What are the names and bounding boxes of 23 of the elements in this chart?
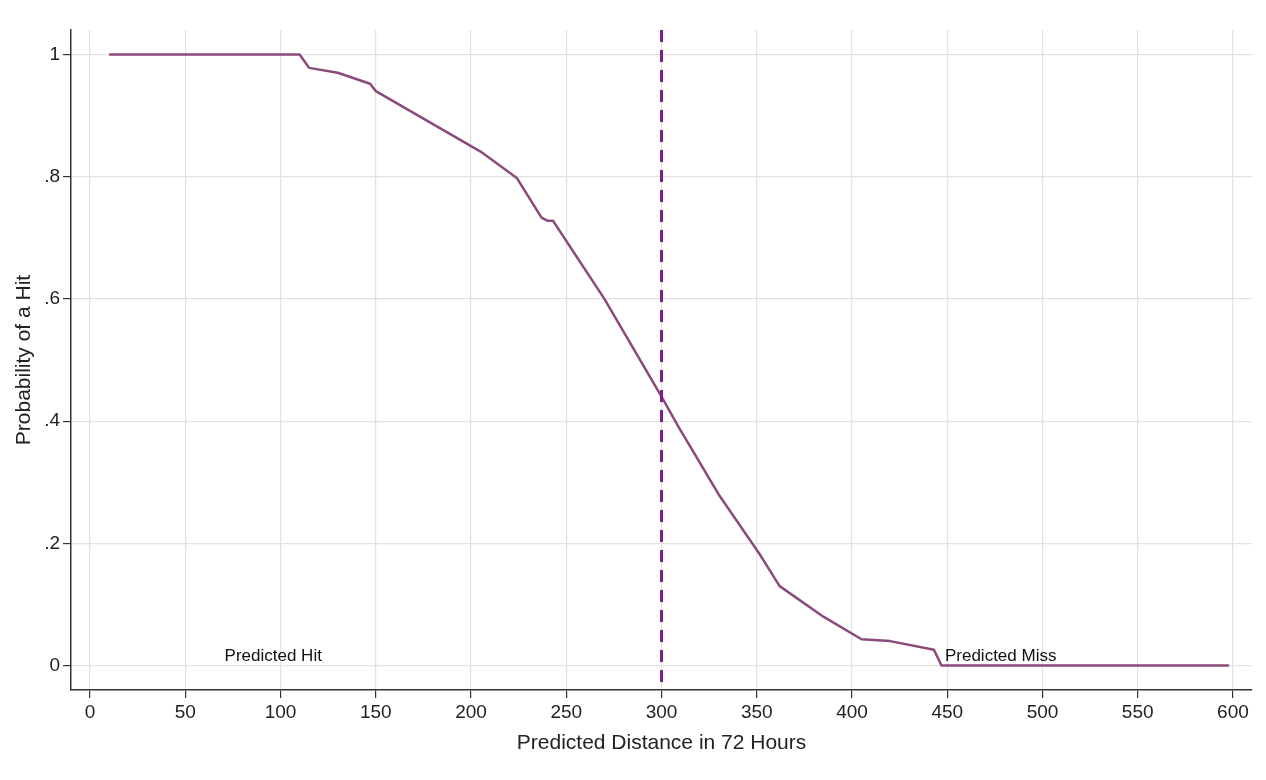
y-tick-label: 1 (49, 42, 61, 64)
annotation: Predicted Miss (944, 646, 1057, 666)
x-tick-label: 150 (359, 700, 392, 722)
x-tick-label: 550 (1121, 700, 1154, 722)
x-tick-label: 100 (264, 700, 297, 722)
x-tick-label: 250 (550, 700, 583, 722)
x-tick-label: 350 (740, 700, 773, 722)
x-tick-label: 450 (931, 700, 964, 722)
x-tick-label: 400 (836, 700, 868, 722)
x-tick-label: 500 (1026, 700, 1059, 722)
x-tick-label: 200 (455, 700, 487, 722)
y-axis-title: Probability of a Hit (11, 274, 35, 446)
x-tick-label: 300 (645, 700, 678, 722)
annotation: Predicted Hit (224, 646, 323, 666)
y-tick-label: .6 (44, 287, 61, 309)
x-tick-label: 50 (174, 700, 196, 722)
x-tick-label: 600 (1217, 700, 1249, 722)
y-tick-label: .4 (44, 409, 61, 431)
x-tick-label: 0 (84, 700, 96, 722)
y-tick-label: .2 (44, 531, 61, 553)
y-tick-label: .8 (44, 164, 61, 186)
y-tick-label: 0 (49, 653, 61, 675)
x-axis-title: Predicted Distance in 72 Hours (516, 730, 807, 754)
